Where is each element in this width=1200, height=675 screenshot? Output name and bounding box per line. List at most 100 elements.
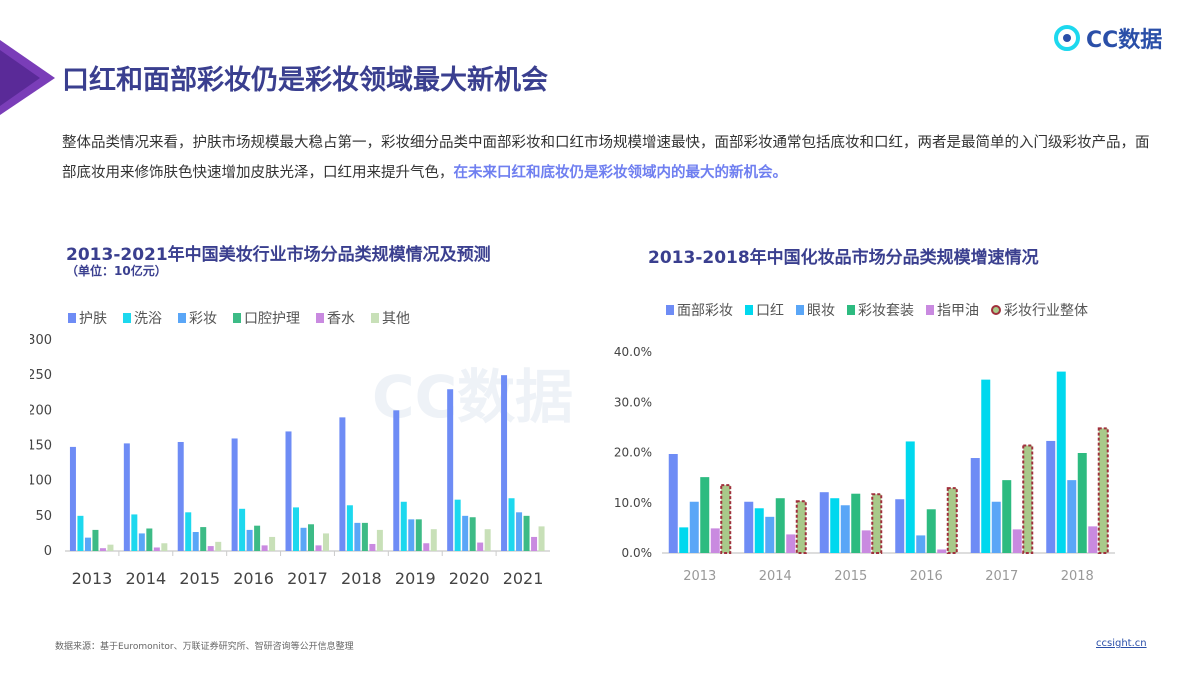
legend-label: 口红 (756, 303, 784, 319)
site-link[interactable]: ccsight.cn (1096, 638, 1147, 649)
legend-swatch (796, 305, 804, 315)
legend-item: 洗浴 (123, 308, 162, 328)
legend-item: 护肤 (68, 308, 107, 328)
legend-label: 彩妆套装 (858, 303, 914, 319)
bar-眼妆-2016 (916, 535, 926, 553)
bar-洗浴-2019 (400, 501, 407, 551)
x-tick-label: 2015 (834, 569, 867, 584)
y-tick-label: 40.0% (614, 345, 652, 359)
bar-口腔护理-2017 (308, 524, 314, 551)
y-tick-label: 250 (30, 368, 52, 383)
bar-洗浴-2016 (239, 508, 246, 551)
bar-彩妆-2017 (300, 527, 307, 551)
bar-面部彩妆-2018 (1046, 440, 1056, 553)
bar-彩妆套装-2018 (1077, 453, 1087, 553)
bar-彩妆-2019 (408, 519, 415, 551)
bar-其他-2015 (215, 541, 222, 551)
bar-口腔护理-2018 (361, 522, 368, 551)
watermark: CC数据 (372, 363, 574, 431)
legend-label: 护肤 (79, 311, 107, 327)
bar-眼妆-2017 (991, 501, 1001, 553)
legend-item: 其他 (371, 308, 410, 328)
data-source: 数据来源：基于Euromonitor、万联证券研究所、智研咨询等公开信息整理 (55, 642, 354, 652)
legend-item: 口腔护理 (233, 308, 300, 328)
legend-label: 其他 (382, 311, 410, 327)
x-tick-label: 2015 (179, 569, 220, 588)
bar-彩妆行业整体-2014 (795, 500, 807, 554)
x-tick-label: 2013 (683, 569, 716, 584)
y-tick-label: 100 (30, 474, 52, 489)
x-tick-label: 2021 (503, 569, 544, 588)
left-chart-title: 2013-2021年中国美妆行业市场分品类规模情况及预测 (66, 245, 491, 265)
bar-护肤-2016 (231, 438, 238, 551)
right-chart: 0.0% 10.0% 20.0% 30.0% 40.0% 2013 2014 2015 2016… (614, 345, 1115, 584)
bar-其他-2021 (538, 526, 545, 551)
bar-护肤-2018 (339, 417, 346, 551)
legend-item: 面部彩妆 (666, 300, 733, 320)
bar-彩妆套装-2014 (775, 498, 785, 553)
bar-指甲油-2014 (786, 534, 796, 553)
legend-swatch (847, 305, 855, 315)
x-tick-label: 2017 (985, 569, 1018, 584)
bar-口红-2015 (830, 498, 840, 553)
bar-指甲油-2018 (1088, 526, 1098, 553)
right-legend: 面部彩妆 口红 眼妆 彩妆套装 指甲油 彩妆行业整体 (666, 300, 1088, 320)
left-legend: 护肤 洗浴 彩妆 口腔护理 香水 其他 (68, 308, 410, 328)
legend-item: 指甲油 (926, 300, 979, 320)
legend-label: 指甲油 (937, 303, 979, 319)
bar-香水-2020 (477, 542, 484, 551)
y-tick-label: 300 (30, 333, 52, 348)
bar-其他-2019 (430, 529, 437, 551)
bar-眼妆-2018 (1067, 480, 1077, 553)
bar-彩妆-2015 (192, 532, 199, 551)
bar-指甲油-2017 (1012, 529, 1022, 553)
bar-彩妆套装-2013 (700, 477, 710, 553)
y-tick-label: 0 (44, 544, 52, 559)
bar-其他-2014 (161, 543, 168, 551)
x-tick-label: 2018 (1061, 569, 1094, 584)
bar-洗浴-2014 (131, 514, 138, 551)
x-tick-label: 2018 (341, 569, 382, 588)
bar-护肤-2017 (285, 431, 292, 551)
x-tick-label: 2013 (72, 569, 113, 588)
legend-swatch (666, 305, 674, 315)
logo-icon (1054, 25, 1080, 51)
bar-口红-2018 (1056, 371, 1066, 553)
bar-口腔护理-2013 (92, 529, 99, 551)
bar-彩妆套装-2015 (851, 493, 861, 553)
bar-彩妆-2016 (246, 529, 253, 551)
bar-指甲油-2015 (861, 530, 871, 553)
bar-香水-2018 (369, 543, 376, 551)
bar-彩妆行业整体-2018 (1097, 427, 1109, 554)
bar-彩妆行业整体-2017 (1022, 444, 1034, 554)
legend-item: 香水 (316, 308, 355, 328)
bar-面部彩妆-2014 (744, 501, 754, 553)
legend-swatch (178, 313, 186, 323)
bar-洗浴-2017 (293, 507, 299, 551)
bar-其他-2013 (107, 544, 114, 551)
legend-item: 彩妆行业整体 (991, 300, 1088, 320)
bar-彩妆-2021 (516, 512, 523, 551)
legend-label: 香水 (327, 311, 355, 327)
legend-item: 口红 (745, 300, 784, 320)
bar-香水-2021 (531, 536, 538, 551)
x-tick-label: 2017 (287, 569, 328, 588)
bar-眼妆-2015 (840, 505, 850, 553)
y-tick-label: 20.0% (614, 446, 652, 460)
bar-香水-2019 (423, 543, 430, 551)
bar-护肤-2014 (123, 443, 130, 551)
description: 整体品类情况来看，护肤市场规模最大稳占第一，彩妆细分品类中面部彩妆和口红市场规模… (62, 128, 1152, 188)
legend-swatch (316, 313, 324, 323)
legend-label: 眼妆 (807, 303, 835, 319)
bar-指甲油-2016 (937, 549, 947, 553)
bar-护肤-2015 (177, 441, 184, 551)
bar-面部彩妆-2016 (895, 499, 905, 553)
logo-text: CC数据 (1086, 28, 1163, 53)
bar-指甲油-2013 (710, 528, 720, 553)
bar-彩妆行业整体-2016 (946, 487, 958, 555)
bar-彩妆套装-2016 (926, 509, 936, 553)
legend-label: 口腔护理 (244, 311, 300, 327)
bar-洗浴-2015 (185, 512, 192, 551)
bar-彩妆-2014 (138, 533, 145, 551)
legend-label: 彩妆行业整体 (1004, 303, 1088, 319)
